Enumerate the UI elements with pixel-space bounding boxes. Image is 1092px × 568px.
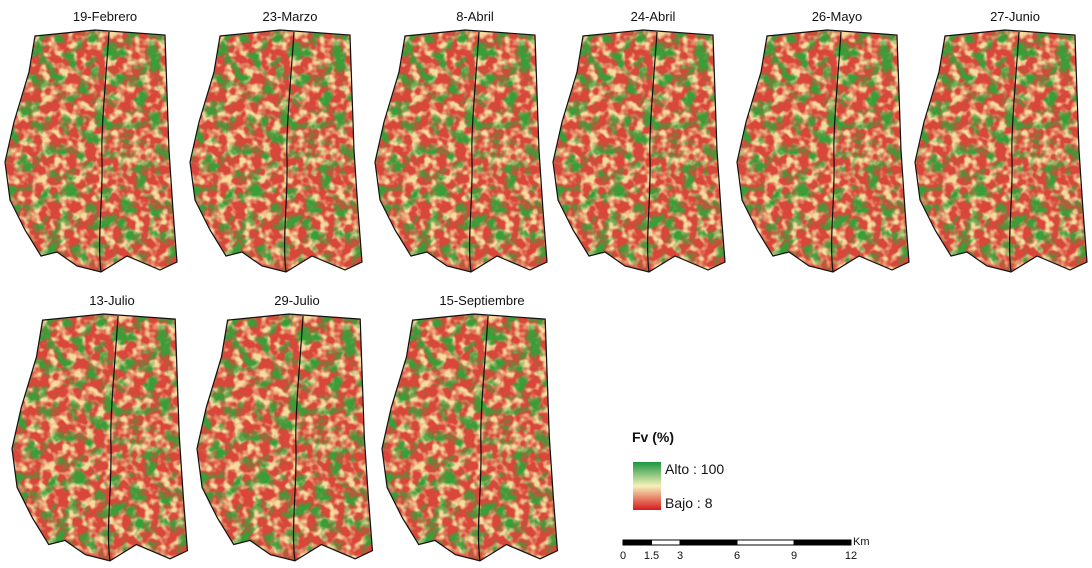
- map-panel: [737, 30, 912, 275]
- vegetation-raster: [382, 314, 561, 563]
- map-panel: [382, 314, 561, 563]
- vegetation-raster: [12, 314, 191, 563]
- vegetation-raster: [375, 30, 550, 275]
- panel-title: 29-Julio: [274, 293, 320, 308]
- map-fill: [737, 30, 912, 275]
- panel-title: 19-Febrero: [73, 9, 137, 24]
- vegetation-raster: [737, 30, 912, 275]
- panel-title: 23-Marzo: [263, 9, 318, 24]
- legend-low: Bajo : 8: [665, 495, 713, 511]
- map-fill: [553, 30, 728, 275]
- legend-high: Alto : 100: [665, 461, 724, 477]
- map-fill: [375, 30, 550, 275]
- scale-label: 12: [845, 550, 857, 562]
- scale-segment: [623, 540, 652, 545]
- map-fill: [382, 314, 561, 563]
- map-panel: [5, 30, 180, 275]
- scale-label: 1.5: [644, 550, 659, 562]
- map-panel: [915, 30, 1090, 275]
- scale-label: 0: [620, 550, 626, 562]
- map-panel: [553, 30, 728, 275]
- map-fill: [5, 30, 180, 275]
- panel-title: 24-Abril: [631, 9, 676, 24]
- scale-segment: [652, 540, 681, 545]
- map-fill: [915, 30, 1090, 275]
- map-panel: [375, 30, 550, 275]
- scale-label: 9: [791, 550, 797, 562]
- vegetation-raster: [915, 30, 1090, 275]
- map-panel: [197, 314, 376, 563]
- vegetation-raster: [190, 30, 365, 275]
- map-panels: 19-Febrero 23-Marzo 8-Abril 24-Abril 26-Mayo…: [5, 9, 1090, 563]
- legend-title: Fv (%): [632, 429, 674, 445]
- figure: 19-Febrero 23-Marzo 8-Abril 24-Abril 26-Mayo…: [0, 0, 1092, 563]
- vegetation-raster: [553, 30, 728, 275]
- map-panel: [12, 314, 191, 563]
- vegetation-raster: [5, 30, 180, 275]
- map-panel: [190, 30, 365, 275]
- vegetation-raster: [197, 314, 376, 563]
- scale-unit: Km: [853, 536, 870, 548]
- panel-title: 8-Abril: [456, 9, 494, 24]
- scale-segment: [737, 540, 794, 545]
- scale-segment: [680, 540, 737, 545]
- scale-bar: 0 1.5 3 6 9 12 Km: [620, 536, 870, 562]
- map-fill: [190, 30, 365, 275]
- scale-label: 3: [677, 550, 683, 562]
- scale-segment: [794, 540, 851, 545]
- legend-ramp: [633, 462, 661, 510]
- map-fill: [197, 314, 376, 563]
- panel-title: 15-Septiembre: [439, 293, 524, 308]
- panel-title: 27-Junio: [990, 9, 1040, 24]
- panel-title: 26-Mayo: [812, 9, 863, 24]
- panel-title: 13-Julio: [89, 293, 135, 308]
- scale-label: 6: [734, 550, 740, 562]
- map-fill: [12, 314, 191, 563]
